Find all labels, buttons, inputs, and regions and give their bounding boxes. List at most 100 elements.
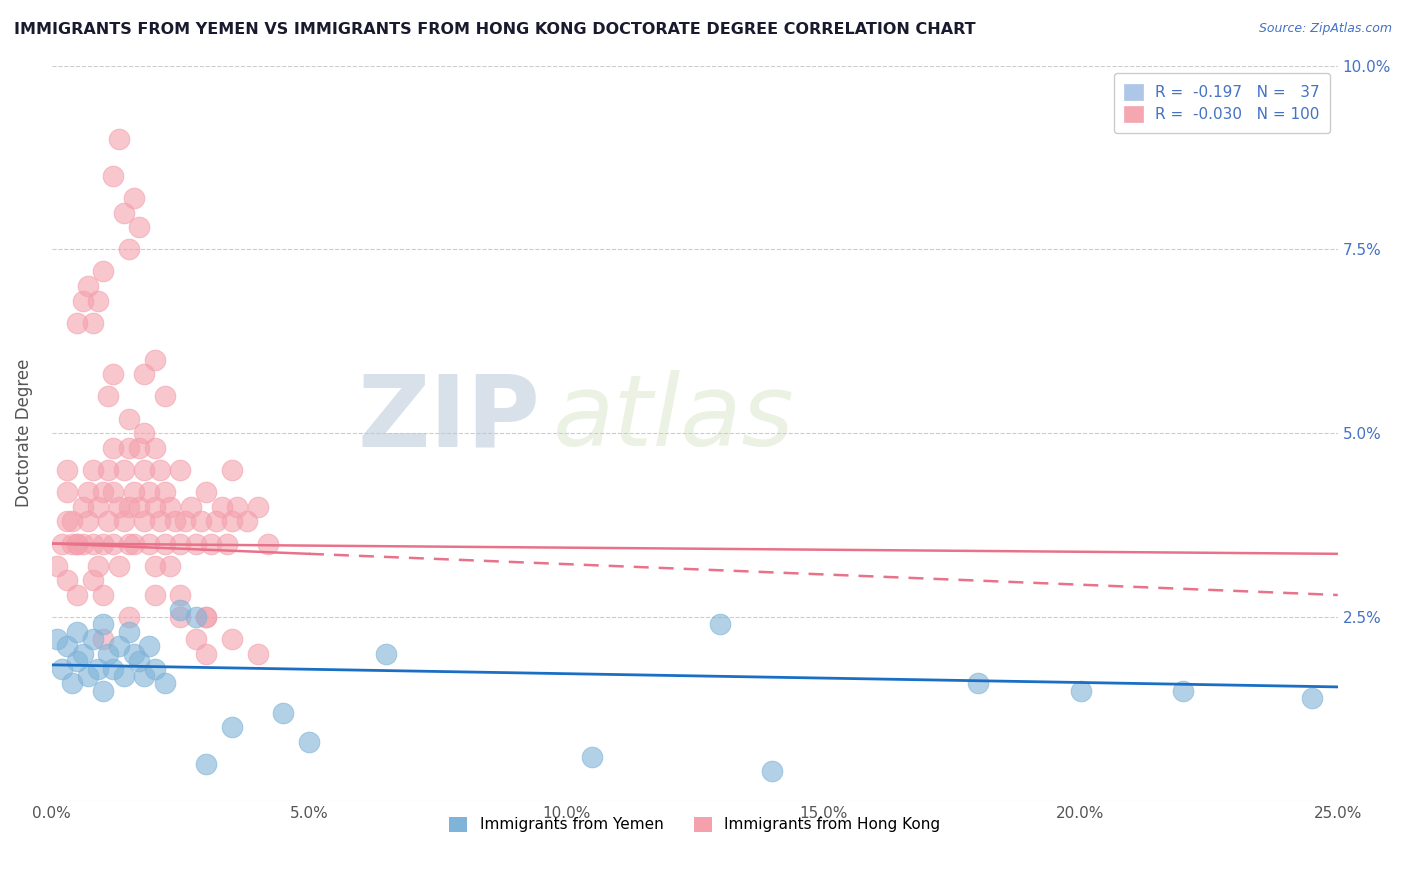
Point bbox=[1301, 690, 1323, 705]
Point bbox=[66, 536, 89, 550]
Point bbox=[107, 640, 129, 654]
Point bbox=[76, 669, 98, 683]
Point bbox=[226, 500, 249, 514]
Point bbox=[107, 132, 129, 146]
Point bbox=[97, 515, 120, 529]
Point bbox=[118, 500, 141, 514]
Point bbox=[134, 515, 156, 529]
Point bbox=[91, 617, 114, 632]
Point bbox=[134, 426, 156, 441]
Point bbox=[107, 558, 129, 573]
Point bbox=[159, 500, 181, 514]
Point bbox=[195, 757, 218, 772]
Point bbox=[66, 588, 89, 602]
Point bbox=[134, 669, 156, 683]
Point bbox=[128, 441, 150, 455]
Point bbox=[128, 220, 150, 235]
Point bbox=[56, 463, 79, 477]
Point bbox=[221, 720, 243, 734]
Point bbox=[122, 536, 145, 550]
Point bbox=[76, 515, 98, 529]
Point bbox=[118, 411, 141, 425]
Point bbox=[180, 500, 202, 514]
Point bbox=[91, 264, 114, 278]
Point bbox=[56, 640, 79, 654]
Point bbox=[184, 632, 207, 647]
Point bbox=[271, 706, 294, 720]
Point bbox=[143, 352, 166, 367]
Point bbox=[169, 463, 191, 477]
Point bbox=[66, 654, 89, 668]
Point bbox=[184, 536, 207, 550]
Point bbox=[138, 640, 160, 654]
Point bbox=[56, 485, 79, 500]
Point bbox=[103, 368, 125, 382]
Point bbox=[112, 515, 135, 529]
Point bbox=[82, 632, 104, 647]
Point bbox=[112, 669, 135, 683]
Point bbox=[118, 536, 141, 550]
Point bbox=[195, 610, 218, 624]
Point bbox=[236, 515, 259, 529]
Point bbox=[195, 647, 218, 661]
Point bbox=[149, 463, 172, 477]
Point bbox=[122, 191, 145, 205]
Point bbox=[66, 536, 89, 550]
Point bbox=[153, 676, 176, 690]
Point bbox=[72, 293, 94, 308]
Point bbox=[87, 558, 110, 573]
Point bbox=[45, 632, 67, 647]
Point bbox=[66, 316, 89, 330]
Point bbox=[169, 610, 191, 624]
Point bbox=[195, 485, 218, 500]
Point bbox=[143, 558, 166, 573]
Point bbox=[709, 617, 731, 632]
Point bbox=[169, 603, 191, 617]
Point bbox=[159, 558, 181, 573]
Point bbox=[51, 661, 73, 675]
Point bbox=[107, 500, 129, 514]
Point bbox=[298, 735, 321, 749]
Point bbox=[91, 588, 114, 602]
Point bbox=[221, 463, 243, 477]
Point bbox=[200, 536, 222, 550]
Point bbox=[149, 515, 172, 529]
Point bbox=[221, 515, 243, 529]
Point bbox=[118, 624, 141, 639]
Point bbox=[51, 536, 73, 550]
Point bbox=[72, 536, 94, 550]
Point bbox=[190, 515, 212, 529]
Point bbox=[221, 632, 243, 647]
Point bbox=[153, 389, 176, 403]
Point bbox=[215, 536, 238, 550]
Point bbox=[165, 515, 187, 529]
Point bbox=[581, 749, 603, 764]
Point bbox=[143, 441, 166, 455]
Point bbox=[82, 574, 104, 588]
Point bbox=[56, 515, 79, 529]
Point bbox=[169, 536, 191, 550]
Point bbox=[143, 500, 166, 514]
Point bbox=[118, 243, 141, 257]
Text: Source: ZipAtlas.com: Source: ZipAtlas.com bbox=[1258, 22, 1392, 36]
Point bbox=[153, 485, 176, 500]
Point bbox=[205, 515, 228, 529]
Point bbox=[128, 500, 150, 514]
Point bbox=[82, 463, 104, 477]
Point bbox=[143, 661, 166, 675]
Point bbox=[72, 647, 94, 661]
Point bbox=[174, 515, 197, 529]
Point bbox=[153, 536, 176, 550]
Point bbox=[211, 500, 233, 514]
Point bbox=[103, 169, 125, 183]
Point bbox=[56, 574, 79, 588]
Point bbox=[195, 610, 218, 624]
Point bbox=[97, 647, 120, 661]
Point bbox=[118, 610, 141, 624]
Point bbox=[103, 536, 125, 550]
Legend: Immigrants from Yemen, Immigrants from Hong Kong: Immigrants from Yemen, Immigrants from H… bbox=[437, 805, 953, 845]
Point bbox=[122, 485, 145, 500]
Point bbox=[184, 610, 207, 624]
Point bbox=[112, 205, 135, 219]
Point bbox=[128, 654, 150, 668]
